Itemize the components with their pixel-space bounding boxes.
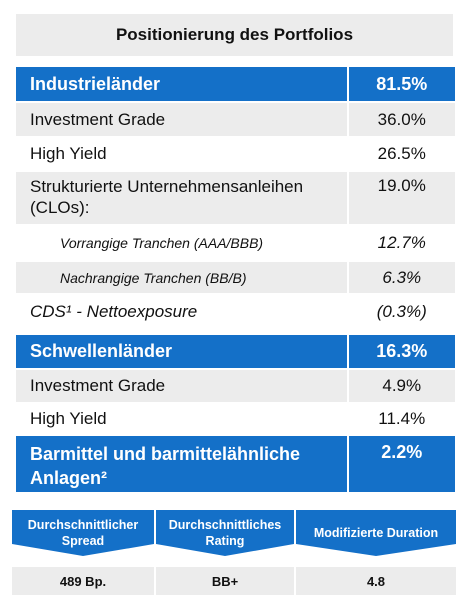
stat-label: Durchschnittlicher Spread: [27, 518, 139, 548]
row-schwellenlaender: Schwellenländer 16.3%: [16, 335, 455, 368]
row-label: Schwellenländer: [16, 335, 347, 368]
row-investment-grade-dm: Investment Grade 36.0%: [16, 103, 455, 136]
row-investment-grade-em: Investment Grade 4.9%: [16, 370, 455, 402]
row-label: Vorrangige Tranchen (AAA/BBB): [16, 226, 347, 260]
row-label: Barmittel und barmittelähnliche Anlagen²: [16, 436, 347, 492]
stat-header-spread: Durchschnittlicher Spread: [12, 510, 154, 556]
portfolio-title: Positionierung des Portfolios: [16, 14, 453, 56]
row-clos: Strukturierte Unternehmensanleihen (CLOs…: [16, 172, 455, 224]
row-cds: CDS¹ - Nettoexposure (0.3%): [16, 295, 455, 329]
row-senior-tranches: Vorrangige Tranchen (AAA/BBB) 12.7%: [16, 226, 455, 260]
row-label: High Yield: [16, 404, 347, 434]
row-value: 11.4%: [348, 404, 455, 434]
row-label: CDS¹ - Nettoexposure: [16, 295, 347, 329]
row-value: 12.7%: [348, 226, 455, 260]
row-high-yield-dm: High Yield 26.5%: [16, 138, 455, 170]
stat-value-rating: BB+: [156, 567, 294, 595]
stat-value-duration: 4.8: [296, 567, 456, 595]
row-value: 26.5%: [348, 138, 455, 170]
stat-header-rating: Durchschnittliches Rating: [156, 510, 294, 556]
row-value: 6.3%: [348, 262, 455, 293]
row-value: 2.2%: [348, 436, 455, 492]
row-label: Investment Grade: [16, 103, 347, 136]
row-label: Investment Grade: [16, 370, 347, 402]
row-junior-tranches: Nachrangige Tranchen (BB/B) 6.3%: [16, 262, 455, 293]
stat-value-spread: 489 Bp.: [12, 567, 154, 595]
row-value: 16.3%: [348, 335, 455, 368]
stat-label: Modifizierte Duration: [313, 526, 439, 540]
row-label: High Yield: [16, 138, 347, 170]
row-label: Nachrangige Tranchen (BB/B): [16, 262, 347, 293]
stat-label: Durchschnittliches Rating: [168, 518, 282, 548]
row-value: 19.0%: [348, 172, 455, 224]
row-high-yield-em: High Yield 11.4%: [16, 404, 455, 434]
row-value: 4.9%: [348, 370, 455, 402]
row-value: 36.0%: [348, 103, 455, 136]
row-value: 81.5%: [348, 67, 455, 101]
row-industrielaender: Industrieländer 81.5%: [16, 67, 455, 101]
row-barmittel: Barmittel und barmittelähnliche Anlagen²…: [16, 436, 455, 492]
row-label: Strukturierte Unternehmensanleihen (CLOs…: [16, 172, 347, 224]
stat-header-duration: Modifizierte Duration: [296, 510, 456, 556]
row-value: (0.3%): [348, 295, 455, 329]
row-label: Industrieländer: [16, 67, 347, 101]
